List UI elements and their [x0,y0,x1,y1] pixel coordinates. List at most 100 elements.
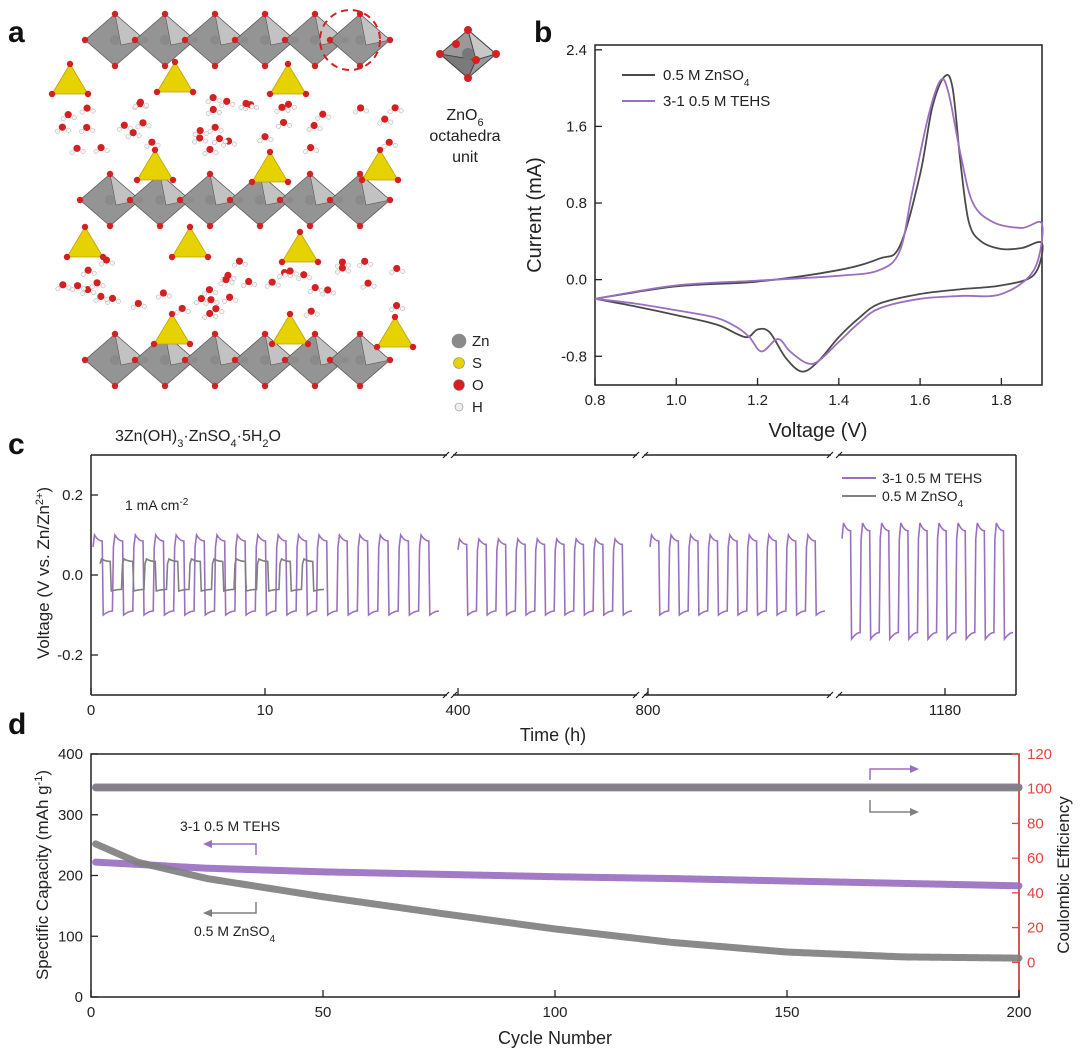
o-atom-1-2-3 [176,196,184,204]
water-o-0-32 [211,123,219,131]
water-h-0-19-a [203,131,209,137]
water-h-1-14-a [307,275,313,281]
break-mark-2-1-a [826,691,834,699]
arrow-zns-left [212,902,257,914]
capacity-xtick-label-0: 0 [87,1004,95,1021]
cv-ytick-label-2: 0.8 [566,195,587,212]
o-atom-s-0-2 [48,90,56,98]
water-h-1-25-a [400,306,406,312]
zn-atom-2-5 [355,355,365,365]
o-atom-s-7-2 [168,253,176,261]
water-h-0-23-b [133,103,138,109]
o-atom-2-5-2 [356,382,364,390]
capacity-xlabel: Cycle Number [498,1028,612,1048]
so4-tetrahedron-3 [136,149,174,181]
water-o-1-11 [93,279,101,287]
o-atom-1-3-3 [226,196,234,204]
water-h-0-3-b [192,139,198,145]
water-h-1-23-b [193,300,199,306]
cv-xtick-label-1: 1.0 [666,392,687,409]
water-h-1-5-a [345,268,351,274]
unit-label: ZnO6 [446,107,483,129]
zno6-octahedron-icon [436,26,500,82]
legend-atom-zn-icon [451,333,467,349]
legend-atom-label-o: O [472,377,484,394]
water-h-1-14-b [296,276,302,282]
o-atom-0-4-2 [311,62,319,70]
water-h-0-26-b [306,127,312,132]
cv-xtick-label-3: 1.4 [828,392,849,409]
water-h-1-7-a [229,280,235,286]
legend-atom-label-h: H [472,399,483,416]
break-mark-1-1-a [632,691,640,699]
water-o-0-24 [148,138,156,146]
octahedron-face-1-4 [309,173,341,206]
water-o-0-11 [391,104,399,112]
water-o-0-26 [310,121,318,130]
cycling-line-tehs-seg1 [92,532,440,617]
o-atom-0-2-3 [181,36,189,44]
water-h-1-16-a [91,270,97,276]
water-h-0-0-a [230,101,236,107]
capacity-xtick-label-4: 200 [1006,1004,1031,1021]
panel-letter-d: d [8,708,27,741]
o-atom-s-5-2 [358,176,366,184]
zn-atom-2-1 [160,355,170,365]
water-o-1-0 [361,257,369,265]
ce-ytick-label-6: 120 [1027,746,1052,763]
ce-ytick-label-2: 40 [1027,885,1044,902]
water-h-0-9-a [127,125,133,131]
water-h-0-9-b [116,126,122,132]
water-h-0-19-b [192,132,198,138]
water-h-1-18-b [201,291,207,297]
break-mark-0-0-b [450,451,458,459]
water-h-1-20-b [93,297,99,303]
water-o-0-23 [136,98,145,106]
cycling-legend: 3-1 0.5 M TEHS 0.5 M ZnSO4 [842,470,982,510]
cv-xtick-label-5: 1.8 [991,392,1012,409]
highlight-circle [319,9,381,71]
water-h-0-13-a [326,114,332,120]
legend-atom-s-icon [453,357,465,369]
water-o-0-33 [215,135,224,143]
so4-tetrahedron-4 [251,151,289,183]
water-h-1-15-a [185,309,191,314]
water-h-1-18-a [212,290,218,296]
o-atom-2-0-2 [111,382,119,390]
octahedron-face-2-0 [114,333,146,366]
zn-atom-2-2 [210,355,220,365]
octahedron-face-1-5 [359,173,391,206]
water-h-1-2-b [277,274,282,280]
o-atom-2-0-0 [111,330,119,338]
cv-xtick-label-4: 1.6 [910,392,931,409]
o-atom-2-4-2 [311,382,319,390]
water-h-1-30-a [81,286,87,292]
water-o-1-22 [212,305,220,313]
arrow-tehs-left [212,843,257,855]
cycling-ytick-label-2: 0.2 [62,487,83,504]
unit-label-line3: unit [452,149,478,166]
so4-tetrahedron-6 [66,226,104,258]
water-h-1-27-b [241,283,247,288]
so4-tetrahedron-2 [269,63,307,95]
water-h-0-12-a [249,103,255,109]
water-o-1-33 [235,257,244,265]
break-mark-2-0-b [835,451,843,459]
o-atom-0-5-2 [356,62,364,70]
o-atom-2-1-3 [131,356,139,364]
cycling-line-tehs-seg3 [649,532,826,617]
legend-atom-label-zn: Zn [472,333,490,350]
water-o-1-8 [134,299,142,308]
water-h-1-29-b [203,301,209,307]
water-h-0-12-b [238,104,244,110]
o-atom-s-8-2 [278,258,286,266]
o-atom-s-7-0 [186,223,194,231]
capacity-ytick-label-1: 100 [58,928,83,945]
cv-ytick-label-0: -0.8 [561,348,587,365]
cv-ylabel: Current (mA) [524,157,546,273]
water-o-1-20 [97,292,105,301]
water-o-0-14 [83,104,91,112]
capacity-series [92,783,1023,962]
ce-ytick-label-1: 20 [1027,920,1044,937]
water-h-0-18-a [216,98,222,104]
